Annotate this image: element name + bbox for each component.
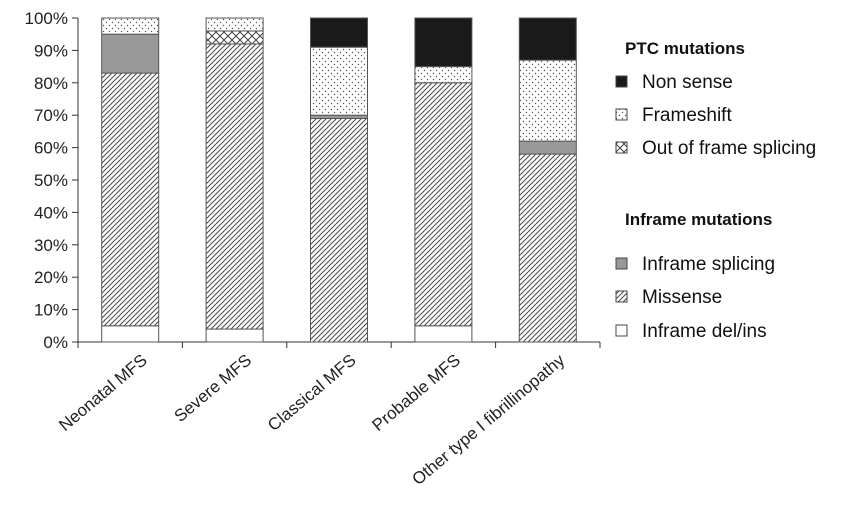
legend-swatch-non-sense [615, 75, 628, 88]
y-tick-label: 90% [34, 41, 68, 60]
bar-classical-mfs-non-sense [310, 17, 368, 48]
y-tick-label: 100% [25, 9, 68, 28]
legend-label-inframe-splicing: Inframe splicing [642, 254, 775, 275]
bar-severe-mfs-frameshift [205, 17, 264, 32]
y-tick-label: 20% [34, 268, 68, 287]
bars [101, 17, 577, 343]
legend-label-inframe-del-ins: Inframe del/ins [642, 321, 767, 342]
y-tick-label: 0% [43, 333, 68, 352]
bar-severe-mfs-inframe-del-ins [205, 328, 264, 343]
y-tick-label: 50% [34, 171, 68, 190]
bar-other-type-i-fibrillinopathy-non-sense [518, 17, 577, 61]
bar-probable-mfs-inframe-del-ins [414, 325, 473, 343]
legend: PTC mutations Non sense Frameshift Out of f… [615, 39, 816, 342]
bar-other-type-i-fibrillinopathy-missense [518, 153, 577, 343]
bar-severe-mfs-missense [205, 43, 264, 330]
legend-swatch-inframe-splicing [615, 257, 628, 270]
legend-label-frameshift: Frameshift [642, 105, 732, 126]
x-tick-label: Severe MFS [171, 351, 256, 426]
legend-label-missense: Missense [642, 287, 722, 308]
y-tick-label: 60% [34, 139, 68, 158]
bar-probable-mfs-missense [414, 82, 473, 327]
legend-swatch-out-of-frame-splicing [615, 141, 628, 154]
bar-classical-mfs-missense [310, 117, 368, 343]
category-labels: Neonatal MFS Severe MFS Classical MFS Proba… [55, 350, 568, 489]
bar-other-type-i-fibrillinopathy-inframe-splicing [518, 140, 577, 155]
x-tick-label: Neonatal MFS [55, 351, 150, 435]
y-tick-label: 40% [34, 203, 68, 222]
legend-group-title: Inframe mutations [625, 210, 772, 229]
legend-swatch-missense [615, 290, 628, 303]
y-tick-label: 30% [34, 236, 68, 255]
x-tick-label: Classical MFS [264, 351, 359, 435]
x-tick-label: Probable MFS [369, 351, 464, 435]
legend-group-title: PTC mutations [625, 39, 745, 58]
y-tick-label: 70% [34, 106, 68, 125]
axes: 0% 10% 20% 30% 40% 50% 60% 70% 80% 90% 100% [25, 9, 601, 352]
bar-classical-mfs-frameshift [310, 46, 368, 116]
bar-neonatal-mfs-inframe-splicing [101, 33, 160, 74]
legend-label-non-sense: Non sense [642, 72, 733, 93]
bar-probable-mfs-non-sense [414, 17, 473, 68]
bar-severe-mfs-out-of-frame-splicing [205, 30, 264, 45]
y-tick-label: 10% [34, 301, 68, 320]
y-tick-label: 80% [34, 74, 68, 93]
legend-label-out-of-frame-splicing: Out of frame splicing [642, 138, 816, 159]
bar-probable-mfs-frameshift [414, 66, 473, 84]
legend-swatch-frameshift [615, 108, 628, 121]
bar-neonatal-mfs-missense [101, 72, 160, 327]
bar-neonatal-mfs-inframe-del-ins [101, 325, 160, 343]
bar-other-type-i-fibrillinopathy-frameshift [518, 59, 577, 142]
legend-swatch-inframe-del-ins [615, 324, 628, 337]
bar-neonatal-mfs-frameshift [101, 17, 160, 35]
